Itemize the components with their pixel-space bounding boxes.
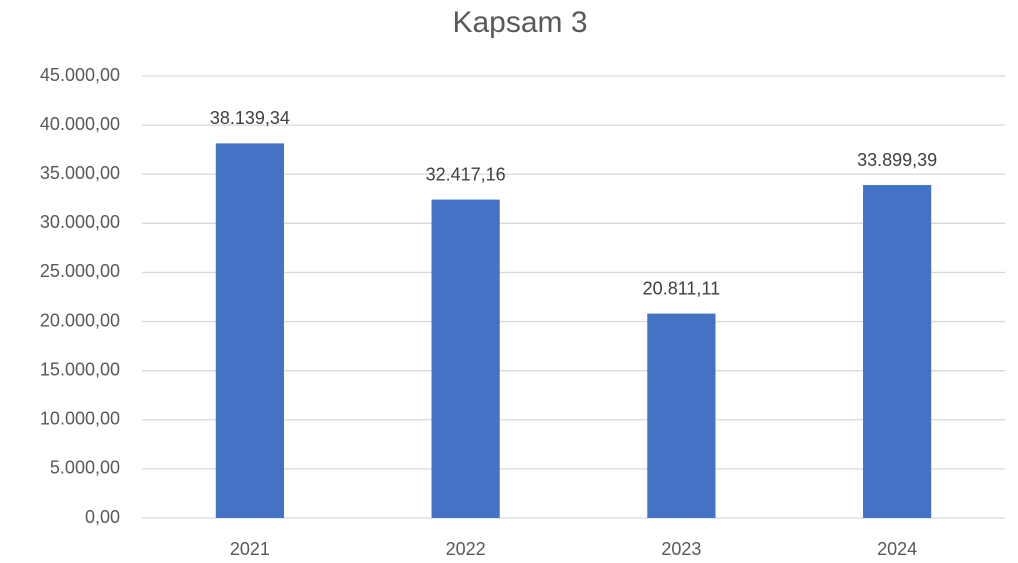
x-tick-label: 2021 [230,539,270,559]
y-tick-label: 15.000,00 [40,359,120,379]
x-tick-label: 2022 [446,539,486,559]
bar [431,199,500,519]
y-tick-label: 5.000,00 [50,458,120,478]
y-tick-label: 45.000,00 [40,65,120,85]
y-tick-label: 0,00 [85,507,120,527]
y-tick-label: 30.000,00 [40,212,120,232]
y-tick-label: 10.000,00 [40,409,120,429]
y-tick-label: 25.000,00 [40,261,120,281]
bar [863,185,932,518]
y-tick-label: 40.000,00 [40,114,120,134]
y-tick-label: 20.000,00 [40,310,120,330]
x-tick-label: 2023 [661,539,701,559]
chart-title: Kapsam 3 [452,6,587,39]
data-label: 20.811,11 [643,278,720,298]
y-tick-label: 35.000,00 [40,163,120,183]
bar [215,143,284,518]
x-tick-label: 2024 [877,539,917,559]
data-label: 32.417,16 [426,164,506,184]
data-label: 38.139,34 [210,108,290,128]
data-label: 33.899,39 [857,150,937,170]
bar [647,313,716,518]
